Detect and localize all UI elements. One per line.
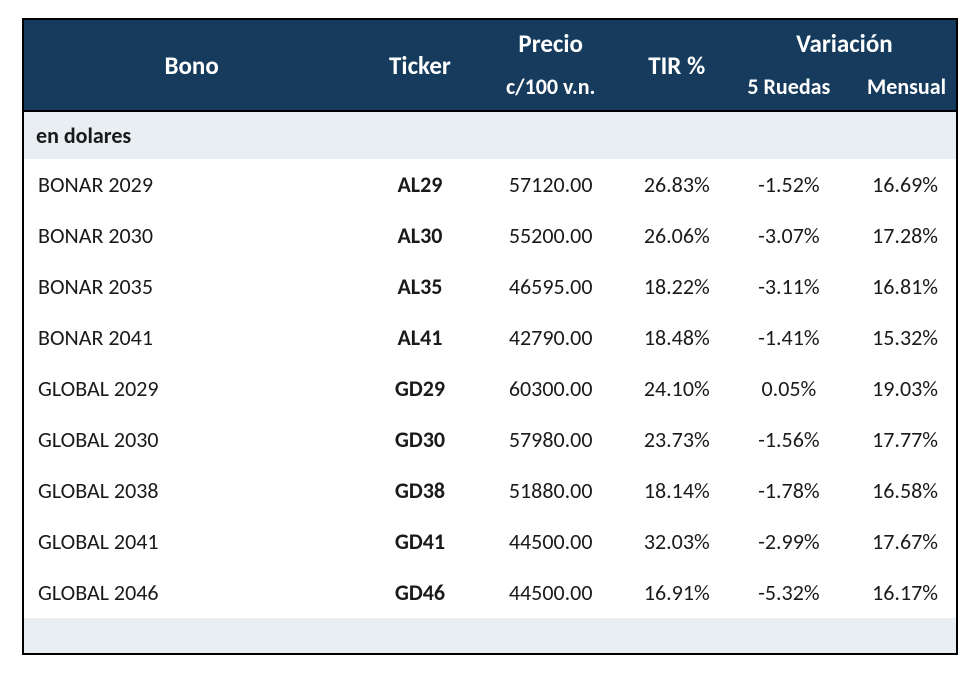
cell-men: 17.67% — [845, 516, 957, 567]
table-row: BONAR 2041 AL41 42790.00 18.48% -1.41% 1… — [23, 312, 957, 363]
cell-men: 19.03% — [845, 363, 957, 414]
header-5ruedas: 5 Ruedas — [733, 67, 845, 111]
cell-precio: 42790.00 — [481, 312, 621, 363]
cell-men: 16.58% — [845, 465, 957, 516]
table-row: GLOBAL 2029 GD29 60300.00 24.10% 0.05% 1… — [23, 363, 957, 414]
bonds-table: Bono Ticker Precio TIR % Variación c/100… — [22, 18, 958, 655]
cell-tir: 16.91% — [621, 567, 733, 618]
cell-ticker: AL41 — [359, 312, 480, 363]
cell-precio: 51880.00 — [481, 465, 621, 516]
cell-tir: 23.73% — [621, 414, 733, 465]
table-row: BONAR 2029 AL29 57120.00 26.83% -1.52% 1… — [23, 159, 957, 210]
cell-men: 15.32% — [845, 312, 957, 363]
cell-ticker: AL29 — [359, 159, 480, 210]
cell-5r: -2.99% — [733, 516, 845, 567]
cell-ticker: GD29 — [359, 363, 480, 414]
cell-bono: BONAR 2029 — [23, 159, 359, 210]
header-precio-sub: c/100 v.n. — [481, 67, 621, 111]
cell-ticker: GD46 — [359, 567, 480, 618]
header-bono: Bono — [23, 19, 359, 111]
cell-5r: -5.32% — [733, 567, 845, 618]
cell-bono: BONAR 2035 — [23, 261, 359, 312]
table-header: Bono Ticker Precio TIR % Variación c/100… — [23, 19, 957, 111]
cell-5r: -1.78% — [733, 465, 845, 516]
cell-5r: 0.05% — [733, 363, 845, 414]
cell-men: 17.28% — [845, 210, 957, 261]
header-ticker: Ticker — [359, 19, 480, 111]
cell-bono: BONAR 2030 — [23, 210, 359, 261]
header-variacion: Variación — [733, 19, 957, 67]
cell-tir: 26.06% — [621, 210, 733, 261]
cell-men: 16.81% — [845, 261, 957, 312]
table-row: BONAR 2030 AL30 55200.00 26.06% -3.07% 1… — [23, 210, 957, 261]
cell-precio: 57980.00 — [481, 414, 621, 465]
cell-bono: GLOBAL 2038 — [23, 465, 359, 516]
cell-men: 17.77% — [845, 414, 957, 465]
cell-tir: 24.10% — [621, 363, 733, 414]
cell-tir: 26.83% — [621, 159, 733, 210]
cell-precio: 44500.00 — [481, 567, 621, 618]
cell-tir: 18.22% — [621, 261, 733, 312]
cell-ticker: AL30 — [359, 210, 480, 261]
header-mensual: Mensual — [845, 67, 957, 111]
table-row: GLOBAL 2030 GD30 57980.00 23.73% -1.56% … — [23, 414, 957, 465]
cell-tir: 18.14% — [621, 465, 733, 516]
header-precio-top: Precio — [481, 19, 621, 67]
table-container: Bono Ticker Precio TIR % Variación c/100… — [0, 0, 980, 673]
cell-ticker: AL35 — [359, 261, 480, 312]
cell-5r: -1.41% — [733, 312, 845, 363]
cell-ticker: GD41 — [359, 516, 480, 567]
section-label: en dolares — [23, 111, 957, 159]
table-row: GLOBAL 2038 GD38 51880.00 18.14% -1.78% … — [23, 465, 957, 516]
cell-5r: -3.11% — [733, 261, 845, 312]
header-tir: TIR % — [621, 19, 733, 111]
table-row: GLOBAL 2041 GD41 44500.00 32.03% -2.99% … — [23, 516, 957, 567]
table-body: en dolares BONAR 2029 AL29 57120.00 26.8… — [23, 111, 957, 654]
cell-5r: -1.56% — [733, 414, 845, 465]
table-row: BONAR 2035 AL35 46595.00 18.22% -3.11% 1… — [23, 261, 957, 312]
cell-bono: GLOBAL 2041 — [23, 516, 359, 567]
cell-men: 16.17% — [845, 567, 957, 618]
cell-precio: 44500.00 — [481, 516, 621, 567]
cell-tir: 18.48% — [621, 312, 733, 363]
cell-bono: GLOBAL 2046 — [23, 567, 359, 618]
table-row: GLOBAL 2046 GD46 44500.00 16.91% -5.32% … — [23, 567, 957, 618]
cell-tir: 32.03% — [621, 516, 733, 567]
cell-bono: BONAR 2041 — [23, 312, 359, 363]
cell-precio: 46595.00 — [481, 261, 621, 312]
cell-5r: -3.07% — [733, 210, 845, 261]
cell-bono: GLOBAL 2030 — [23, 414, 359, 465]
cell-precio: 60300.00 — [481, 363, 621, 414]
footer-spacer — [23, 618, 957, 654]
cell-precio: 57120.00 — [481, 159, 621, 210]
cell-ticker: GD38 — [359, 465, 480, 516]
cell-bono: GLOBAL 2029 — [23, 363, 359, 414]
cell-ticker: GD30 — [359, 414, 480, 465]
cell-men: 16.69% — [845, 159, 957, 210]
cell-5r: -1.52% — [733, 159, 845, 210]
section-row: en dolares — [23, 111, 957, 159]
cell-precio: 55200.00 — [481, 210, 621, 261]
